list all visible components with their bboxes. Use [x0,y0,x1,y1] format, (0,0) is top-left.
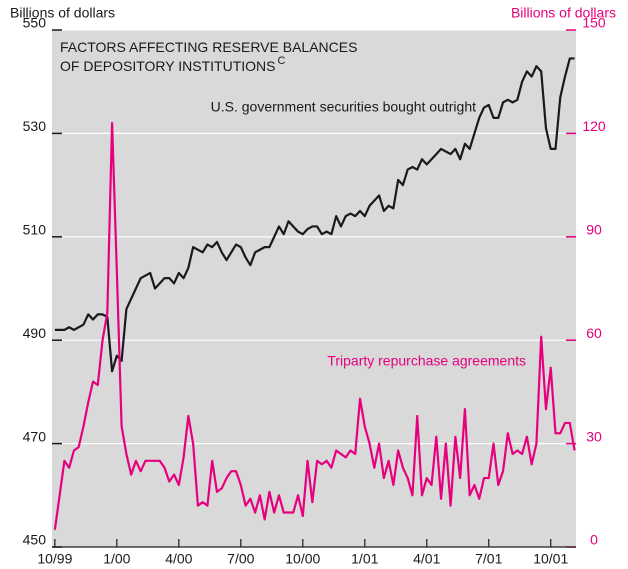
series-annotation: Triparty repurchase agreements [327,353,526,369]
x-tick-label: 10/00 [285,551,320,567]
y2-tick-label: 90 [586,222,602,238]
title-line: FACTORS AFFECTING RESERVE BALANCES [60,39,357,55]
y2-tick-label: 30 [586,428,602,444]
series-line [53,121,576,530]
y-axis-label: Billions of dollars [10,5,115,21]
x-tick-label: 10/99 [37,551,72,567]
series-line [54,57,575,373]
y-tick-label: 530 [23,118,47,134]
x-tick-label: 10/01 [533,551,568,567]
y-tick-label: 490 [23,325,47,341]
x-tick-label: 4/01 [413,551,440,567]
plot-area [52,30,576,547]
y2-tick-label: 0 [590,532,598,548]
series-annotation: U.S. government securities bought outrig… [211,99,476,115]
x-tick-label: 7/01 [475,551,502,567]
y-tick-label: 470 [23,428,47,444]
x-tick-label: 4/00 [165,551,192,567]
y2-tick-label: 60 [586,325,602,341]
x-tick-label: 1/01 [351,551,378,567]
x-tick-label: 1/00 [103,551,130,567]
x-tick-label: 7/00 [227,551,254,567]
title-superscript: C [277,55,285,67]
chart-title: FACTORS AFFECTING RESERVE BALANCES OF DEP… [60,39,357,74]
y2-axis-label: Billions of dollars [511,5,616,21]
y2-tick-label: 120 [582,118,606,134]
y-tick-label: 550 [23,15,47,31]
y-tick-label: 450 [23,532,47,548]
title-line: OF DEPOSITORY INSTITUTIONS [60,58,275,74]
y2-tick-label: 150 [582,15,606,31]
y-tick-label: 510 [23,222,47,238]
